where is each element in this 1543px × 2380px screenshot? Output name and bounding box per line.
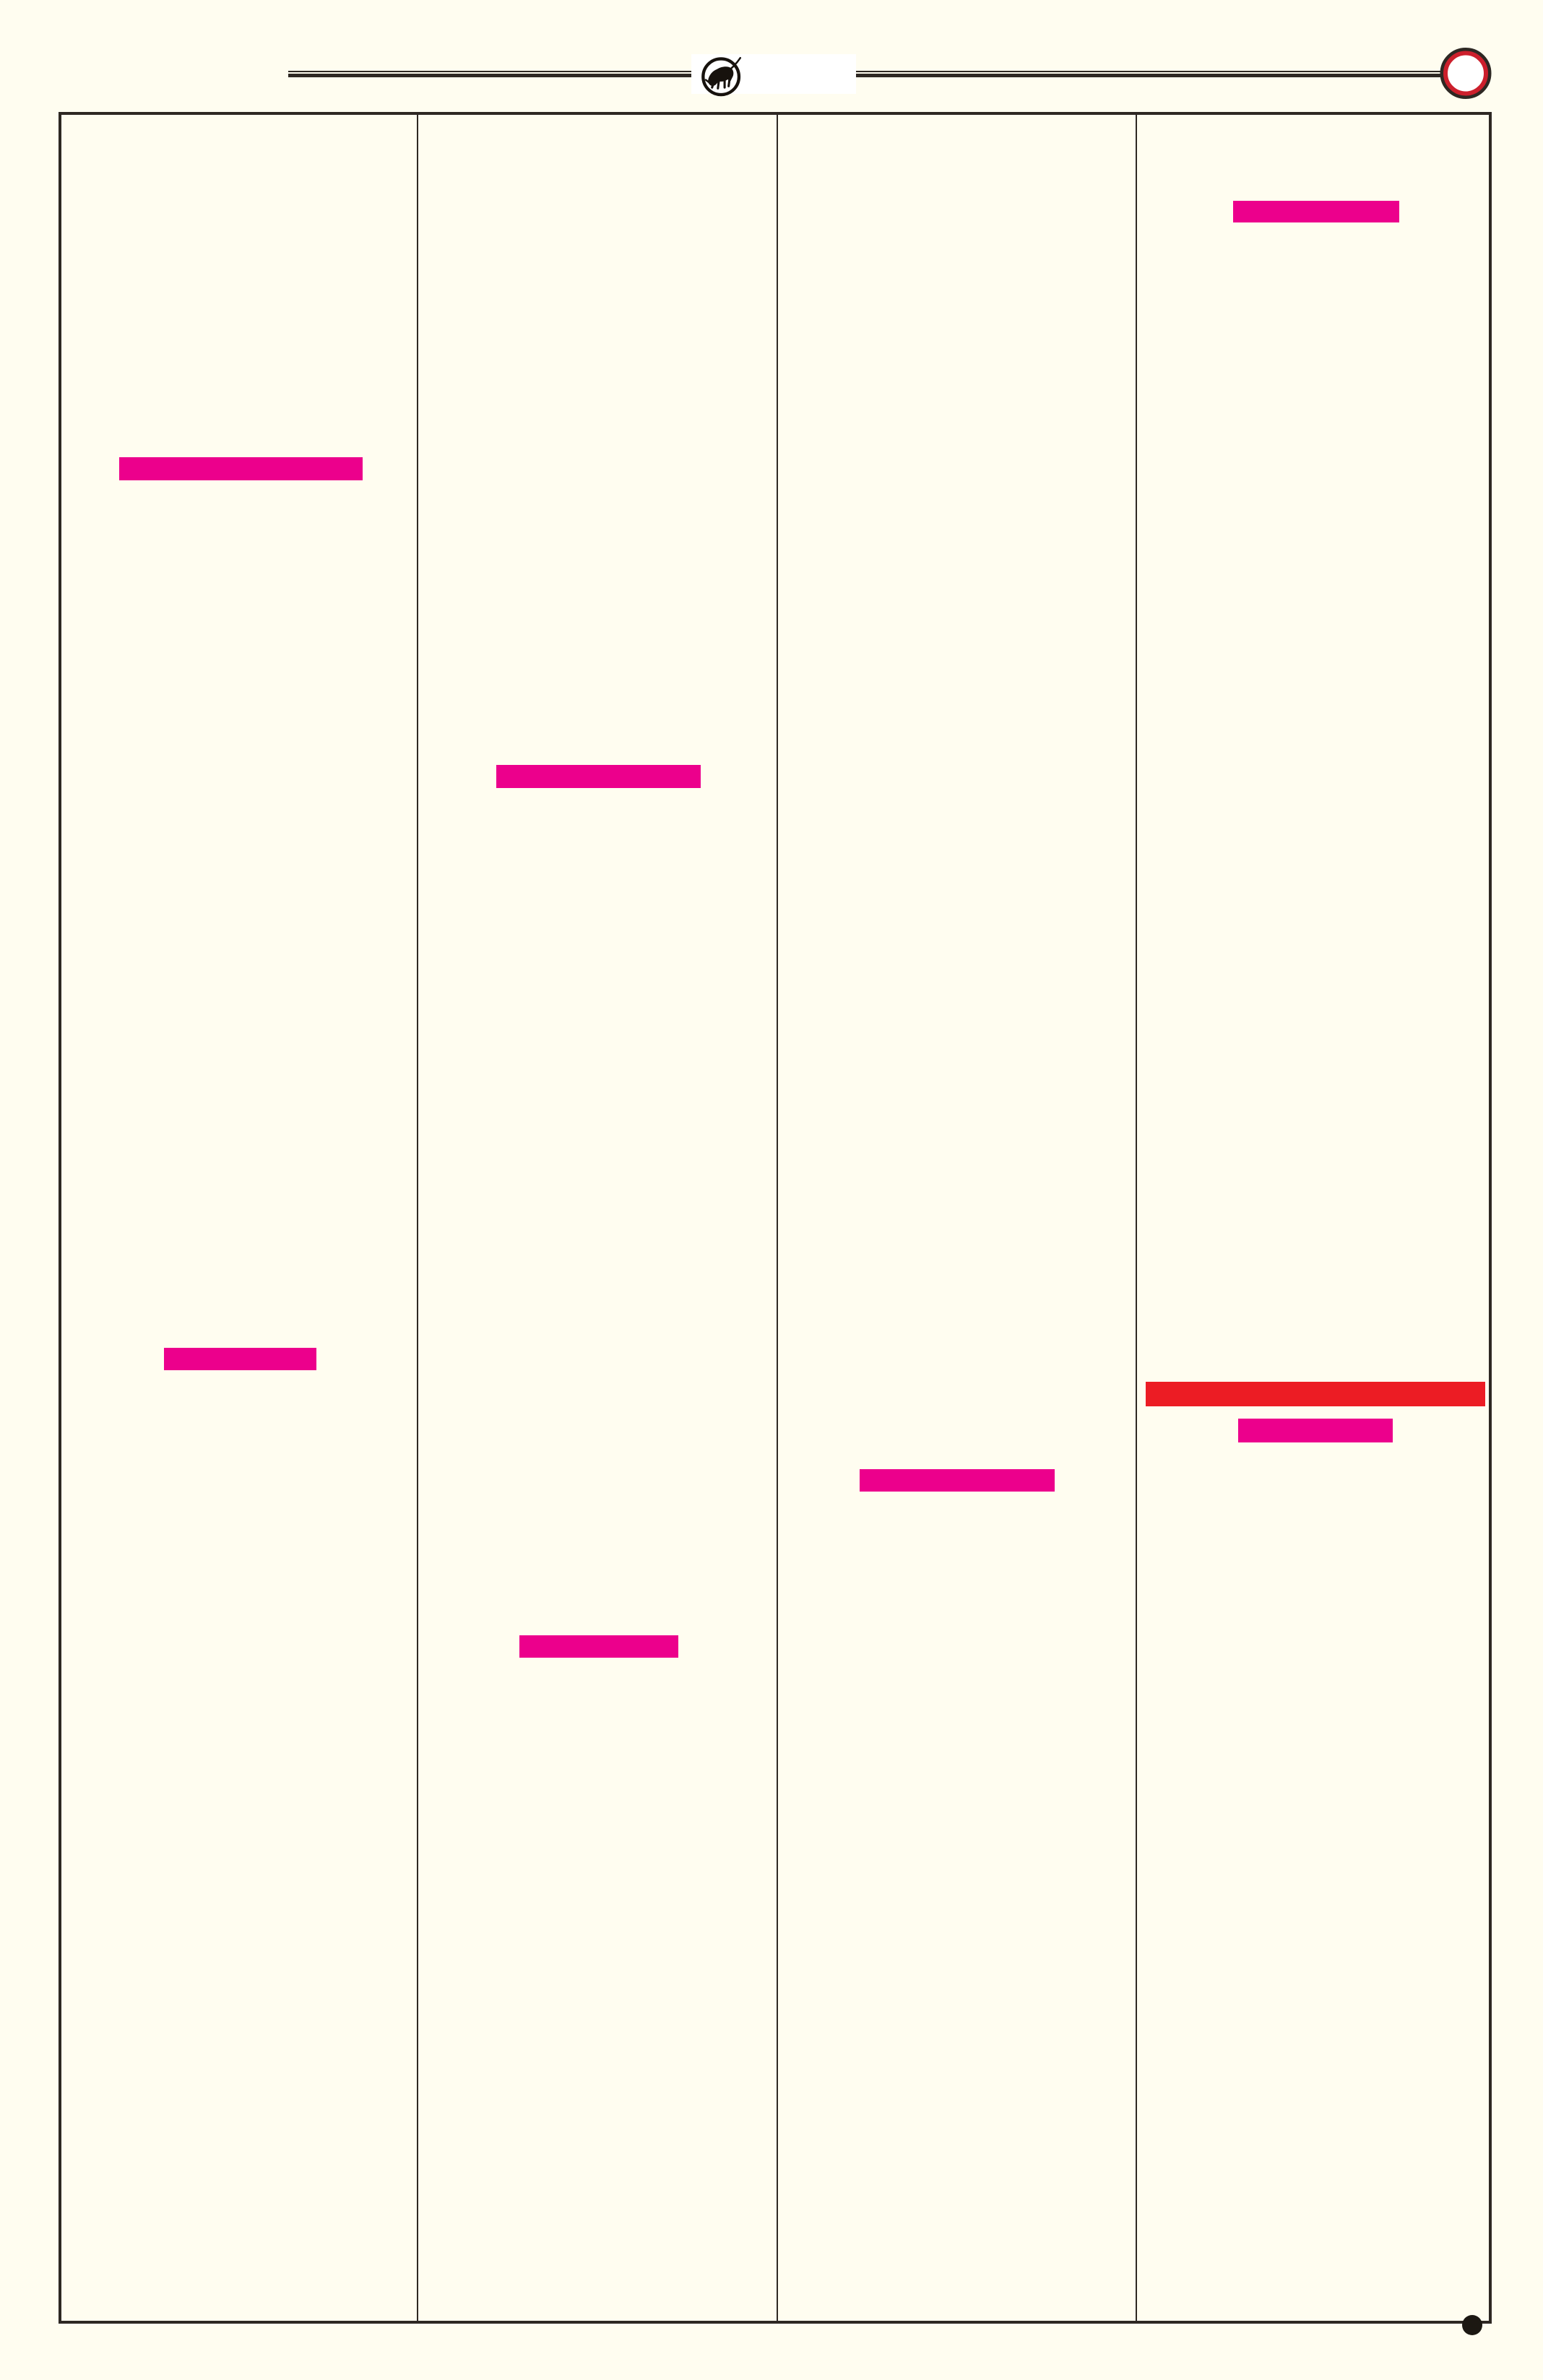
ring-seal-icon — [1440, 48, 1492, 99]
highlight-bar — [519, 1635, 678, 1658]
masthead-rule — [288, 71, 1466, 77]
column-divider-2 — [777, 112, 778, 2324]
highlight-bar — [164, 1348, 316, 1370]
highlight-bar — [119, 457, 363, 480]
masthead-rule-thin-line — [288, 71, 1466, 72]
masthead-rule-thick-line — [288, 74, 1466, 77]
column-divider-1 — [417, 112, 418, 2324]
highlight-bar — [860, 1469, 1055, 1492]
page-frame — [59, 112, 1492, 2324]
highlight-bar — [1238, 1419, 1393, 1442]
bull-badge-icon — [700, 53, 745, 98]
highlight-bar — [1233, 201, 1399, 222]
column-divider-3 — [1136, 112, 1137, 2324]
highlight-bar — [1146, 1382, 1485, 1406]
highlight-bar — [496, 765, 701, 788]
corner-dot-icon — [1462, 2315, 1482, 2335]
